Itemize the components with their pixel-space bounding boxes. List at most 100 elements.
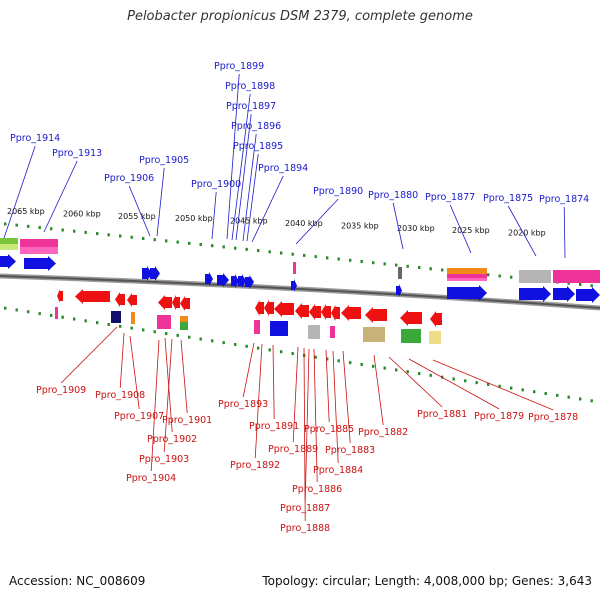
gene-label-bottom: Ppro_1879	[474, 411, 524, 422]
tick-mark	[372, 261, 375, 265]
callout-line	[246, 153, 259, 242]
gene-label-bottom: Ppro_1881	[417, 409, 467, 420]
tick-mark	[337, 359, 340, 363]
tick-mark	[429, 267, 432, 271]
top-gene-callouts: Ppro_1914 Ppro_1913 Ppro_1906 Ppro_1905 Ppro…	[3, 61, 589, 259]
callout-line	[449, 204, 472, 254]
scale-label: 2055 kbp	[118, 212, 156, 221]
tick-mark	[153, 238, 156, 242]
gene-label-top: Ppro_1890	[313, 186, 363, 197]
tick-mark	[50, 313, 53, 317]
tick-mark	[372, 364, 375, 368]
gene-label-bottom: Ppro_1888	[280, 523, 330, 534]
reverse-gene-arrow	[57, 289, 63, 303]
category-box	[0, 244, 18, 250]
callout-line	[60, 326, 118, 384]
tick-mark	[567, 395, 570, 399]
reverse-gene-arrow	[274, 301, 294, 317]
gene-label-top: Ppro_1894	[258, 163, 308, 174]
callout-line	[303, 347, 306, 522]
callout-line	[43, 160, 78, 233]
scale-label: 2050 kbp	[175, 214, 213, 223]
tick-mark	[211, 244, 214, 248]
scale-label: 2025 kbp	[452, 226, 490, 235]
scale-label: 2060 kbp	[63, 209, 101, 218]
gene-label-top: Ppro_1896	[231, 121, 281, 132]
gene-label-top: Ppro_1897	[226, 101, 276, 112]
forward-gene-arrow	[142, 266, 152, 281]
tick-mark	[50, 227, 53, 231]
reverse-gene-arrow	[264, 300, 274, 316]
tick-mark	[579, 397, 582, 401]
gene-label-bottom: Ppro_1884	[313, 465, 363, 476]
backbone-core	[0, 275, 600, 309]
tick-mark	[188, 335, 191, 339]
callout-line	[150, 339, 160, 472]
tick-mark	[337, 257, 340, 261]
forward-gene-arrow	[24, 256, 56, 271]
tick-mark	[27, 310, 30, 314]
category-box	[157, 315, 171, 329]
tick-mark	[268, 348, 271, 352]
tick-mark	[429, 373, 432, 377]
category-box	[308, 325, 320, 339]
tick-mark	[268, 250, 271, 254]
reverse-gene-arrow	[430, 311, 442, 327]
callout-line	[388, 356, 443, 408]
tick-mark	[176, 333, 179, 337]
tick-mark	[165, 332, 168, 336]
tick-mark	[38, 312, 41, 316]
callout-line	[373, 354, 384, 426]
tick-mark	[441, 268, 444, 272]
tick-mark	[521, 388, 524, 392]
category-box	[55, 307, 58, 319]
accession-label: Accession: NC_008609	[9, 574, 146, 588]
callout-line	[342, 350, 351, 444]
gene-label-bottom: Ppro_1892	[230, 460, 280, 471]
scale-label: 2065 kbp	[7, 207, 45, 216]
category-box	[447, 268, 487, 275]
tick-mark	[303, 253, 306, 257]
scale-ticks: 2065 kbp 2060 kbp 2055 kbp 2050 kbp 2045 kbp…	[4, 207, 593, 403]
gene-label-bottom: Ppro_1901	[162, 415, 212, 426]
tick-mark	[395, 263, 398, 267]
genome-title: Pelobacter propionicus DSM 2379, complet…	[127, 9, 473, 24]
tick-mark	[211, 339, 214, 343]
tick-mark	[84, 230, 87, 234]
callout-line	[325, 349, 330, 423]
gene-label-top: Ppro_1899	[214, 61, 264, 72]
gene-label-bottom: Ppro_1902	[147, 434, 197, 445]
callout-line	[119, 332, 125, 389]
tick-mark	[234, 342, 237, 346]
scale-label: 2020 kbp	[508, 229, 546, 238]
category-box	[293, 262, 296, 274]
gene-label-top: Ppro_1900	[191, 179, 241, 190]
tick-mark	[452, 377, 455, 381]
tick-mark	[487, 382, 490, 386]
tick-mark	[314, 355, 317, 359]
reverse-gene-arrow	[158, 295, 172, 310]
reverse-gene-arrow	[127, 293, 137, 307]
tick-mark	[222, 341, 225, 345]
reverse-gene-arrow	[321, 304, 331, 320]
gene-label-bottom: Ppro_1882	[358, 427, 408, 438]
forward-gene-arrow	[217, 273, 229, 287]
bottom-gene-callouts: Ppro_1909 Ppro_1908 Ppro_1907 Ppro_1902 Ppro…	[36, 326, 578, 534]
gene-label-bottom: Ppro_1903	[139, 454, 189, 465]
gene-label-bottom: Ppro_1885	[304, 424, 354, 435]
category-box	[111, 311, 121, 323]
callout-line	[313, 348, 318, 483]
tick-mark	[4, 306, 7, 310]
tick-mark	[590, 284, 593, 288]
gene-label-top: Ppro_1898	[225, 81, 275, 92]
reverse-gene-arrow	[115, 292, 125, 307]
callout-line	[292, 346, 299, 443]
tick-mark	[73, 229, 76, 233]
gene-label-bottom: Ppro_1904	[126, 473, 176, 484]
tick-mark	[199, 337, 202, 341]
tick-mark	[165, 239, 168, 243]
callout-line	[332, 350, 339, 464]
category-box	[519, 270, 551, 283]
tick-mark	[96, 321, 99, 325]
gene-label-bottom: Ppro_1889	[268, 444, 318, 455]
